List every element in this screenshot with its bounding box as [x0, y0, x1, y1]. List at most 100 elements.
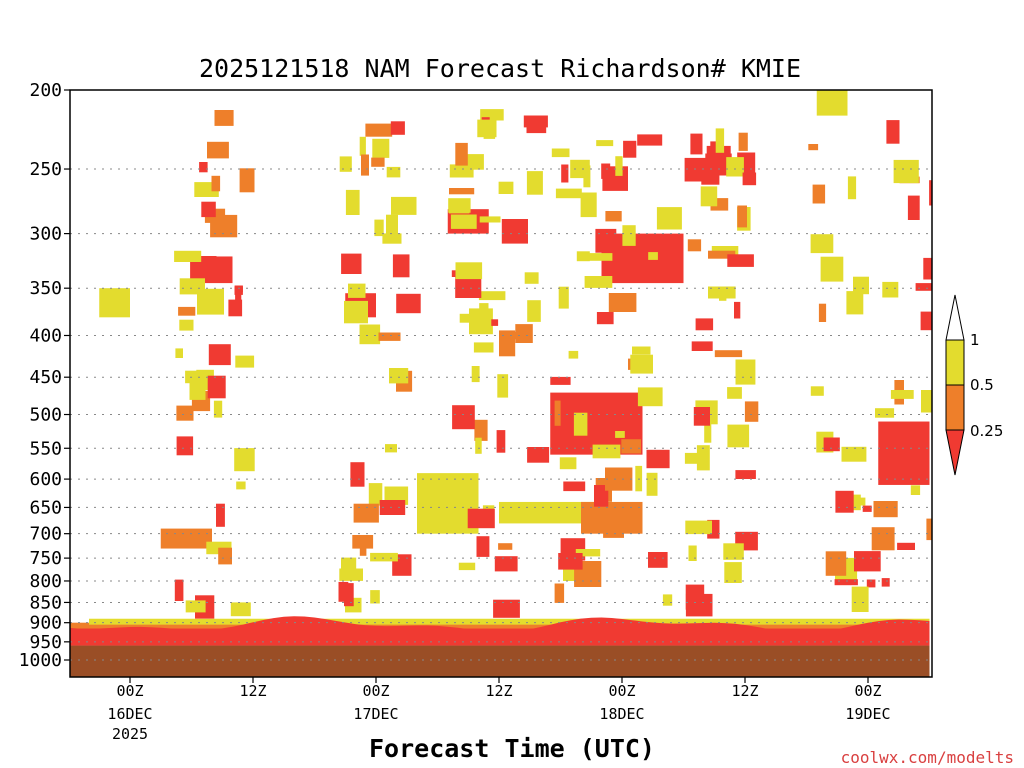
heatmap-cell	[853, 276, 869, 295]
heatmap-cell	[458, 562, 476, 571]
x-tick-hour: 00Z	[116, 682, 143, 700]
heatmap-cell	[812, 184, 826, 204]
heatmap-cell	[555, 188, 582, 199]
heatmap-cell	[174, 579, 184, 601]
heatmap-cell	[175, 348, 183, 358]
heatmap-cell	[890, 390, 914, 399]
x-tick-day: 16DEC	[107, 705, 152, 723]
y-tick-label: 900	[29, 613, 62, 634]
heatmap-cell	[715, 128, 725, 153]
heatmap-cell	[587, 253, 613, 261]
colorbar-bottom-arrow	[945, 429, 965, 476]
heatmap-cell	[558, 553, 583, 570]
heatmap-cell	[601, 163, 611, 179]
heatmap-cell	[214, 110, 234, 126]
heatmap-cell	[386, 166, 401, 178]
heatmap-cell	[480, 109, 504, 121]
heatmap-cell	[455, 276, 482, 298]
heatmap-cell	[474, 419, 488, 441]
heatmap-region	[70, 622, 930, 629]
heatmap-cell	[882, 281, 899, 298]
heatmap-cell	[646, 449, 670, 469]
heatmap-cell	[708, 250, 736, 259]
heatmap-cell	[345, 189, 360, 215]
x-tick-hour: 12Z	[239, 682, 266, 700]
heatmap-cell	[201, 201, 216, 218]
heatmap-region	[89, 618, 930, 625]
heatmap-cell	[526, 171, 543, 195]
heatmap-cell	[691, 341, 713, 351]
heatmap-cell	[871, 527, 895, 551]
heatmap-cell	[823, 437, 840, 452]
y-tick-label: 400	[29, 325, 62, 346]
heatmap-cell	[230, 602, 251, 617]
heatmap-cell	[621, 439, 641, 454]
colorbar-label: 0.5	[970, 376, 994, 394]
heatmap-cell	[810, 234, 834, 254]
heatmap-cell	[498, 543, 513, 550]
heatmap-cell	[693, 407, 710, 426]
x-tick-hour: 00Z	[362, 682, 389, 700]
heatmap-cell	[515, 324, 533, 343]
colorbar-top-arrow	[945, 294, 965, 341]
y-tick-label: 350	[29, 278, 62, 299]
heatmap-cell	[862, 505, 872, 512]
heatmap-cell	[478, 291, 506, 301]
heatmap-cell	[726, 157, 744, 177]
heatmap-cell	[344, 300, 368, 324]
heatmap-cell	[608, 293, 637, 312]
heatmap-cell	[881, 578, 890, 587]
heatmap-cell	[685, 520, 712, 535]
heatmap-cell	[378, 332, 401, 341]
heatmap-cell	[210, 214, 238, 238]
heatmap-cell	[615, 431, 625, 438]
heatmap-cell	[685, 584, 705, 610]
heatmap-cell	[235, 355, 255, 368]
y-tick-label: 600	[29, 469, 62, 490]
heatmap-cell	[723, 543, 744, 560]
heatmap-cell	[573, 412, 588, 436]
heatmap-cell	[575, 549, 601, 557]
heatmap-cell	[361, 154, 369, 176]
heatmap-cell	[479, 216, 501, 223]
heatmap-cell	[339, 156, 352, 172]
heatmap-region	[816, 90, 848, 116]
y-tick-label: 800	[29, 571, 62, 592]
heatmap-cell	[929, 180, 932, 206]
heatmap-cell	[491, 319, 499, 326]
heatmap-cell	[580, 192, 597, 218]
heatmap-cell	[886, 120, 900, 144]
heatmap-cell	[179, 319, 194, 331]
heatmap-cell	[493, 599, 520, 618]
heatmap-cell	[595, 228, 617, 253]
heatmap-cell	[568, 350, 579, 359]
heatmap-cell	[208, 344, 231, 366]
heatmap-cell	[735, 359, 756, 385]
heatmap-cell	[646, 472, 658, 496]
heatmap-cell	[379, 500, 406, 515]
heatmap-cell	[563, 481, 586, 492]
heatmap-cell	[592, 444, 621, 459]
heatmap-cell	[551, 148, 570, 158]
colorbar: 1 0.5 0.25	[945, 294, 1003, 476]
heatmap-cell	[554, 583, 565, 603]
heatmap-cell	[875, 408, 895, 418]
heatmap-cell	[339, 568, 363, 581]
heatmap-cell	[450, 214, 477, 229]
heatmap-region	[878, 421, 930, 485]
heatmap-cell	[851, 586, 869, 612]
heatmap-cell	[558, 286, 569, 309]
heatmap-cell	[396, 293, 421, 314]
heatmap-cell	[392, 254, 410, 278]
x-tick-day: 17DEC	[353, 705, 398, 723]
heatmap-cell	[479, 303, 489, 324]
heatmap-cell	[684, 452, 704, 464]
heatmap-cell	[359, 324, 381, 345]
heatmap-cell	[910, 485, 921, 495]
heatmap-cell	[727, 254, 754, 267]
heatmap-cell	[390, 121, 405, 135]
heatmap-cell	[695, 318, 714, 331]
heatmap-cell	[915, 283, 932, 291]
x-tick-hour: 12Z	[485, 682, 512, 700]
heatmap-cell	[570, 159, 590, 179]
